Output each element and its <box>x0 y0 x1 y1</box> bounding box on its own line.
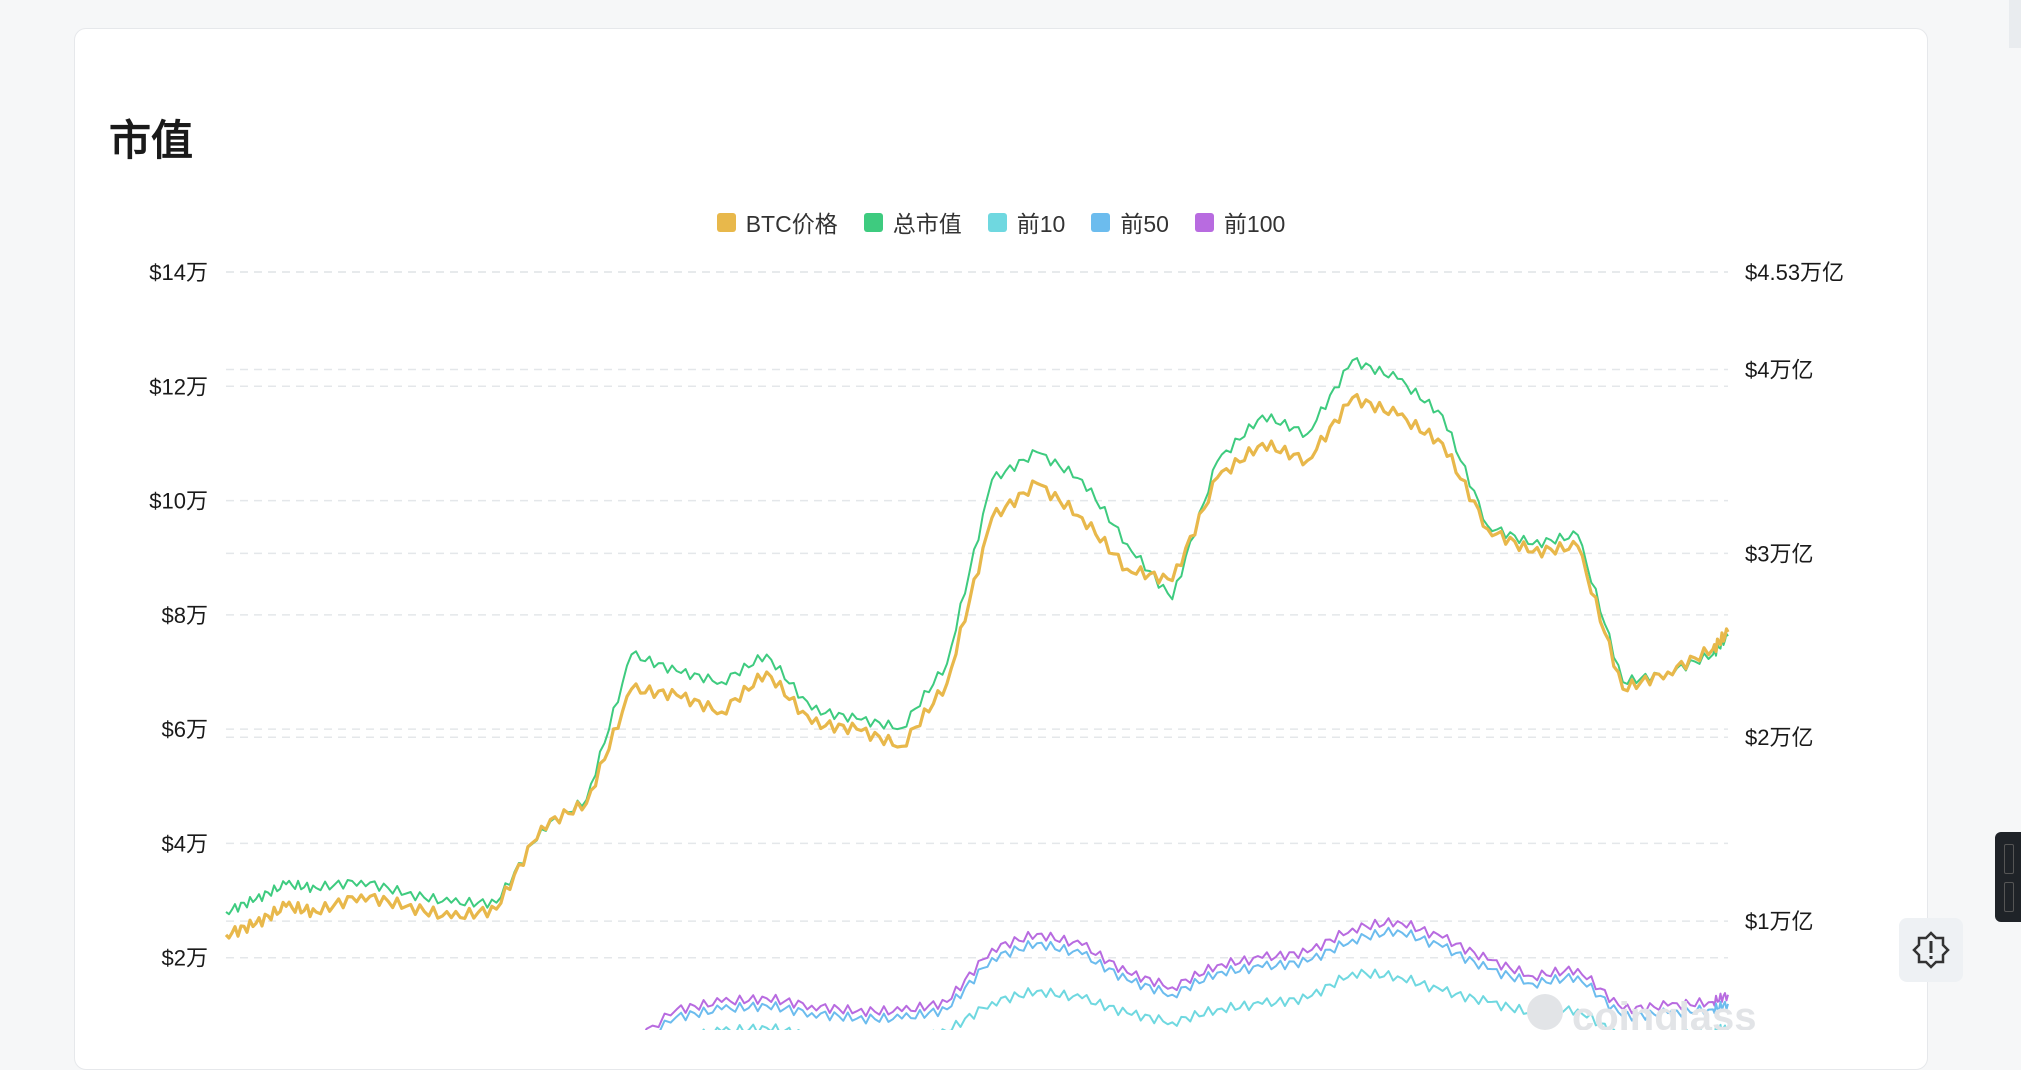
feedback-button[interactable] <box>1899 918 1963 982</box>
page-scrollbar[interactable] <box>2009 0 2021 48</box>
legend-label: 总市值 <box>892 211 962 237</box>
market-cap-chart: $2万 $4万 $6万 $8万 $10万 $12万 $14万 $1万亿 $2万亿 $3万亿 $4万… <box>149 260 1844 1031</box>
left-tick-label: $12万 <box>149 374 208 399</box>
legend-swatch <box>1194 212 1214 232</box>
alert-gear-icon <box>1912 931 1950 969</box>
card-title: 市值 <box>109 117 194 164</box>
legend-label: 前50 <box>1120 211 1169 237</box>
legend-item[interactable]: 总市值 <box>863 205 962 239</box>
left-axis: $2万 $4万 $6万 $8万 $10万 $12万 $14万 <box>149 260 208 971</box>
right-axis: $1万亿 $2万亿 $3万亿 $4万亿 $4.53万亿 <box>1745 260 1844 934</box>
legend-label: 前100 <box>1223 211 1286 237</box>
legend-label: 前10 <box>1016 211 1066 237</box>
grid-lines <box>226 271 1728 959</box>
left-tick-label: $14万 <box>149 260 208 285</box>
side-panel-handle[interactable] <box>1995 832 2021 922</box>
legend-label: BTC价格 <box>745 211 838 237</box>
legend-item[interactable]: 前100 <box>1194 205 1286 239</box>
series-line-4[interactable] <box>617 917 1729 1030</box>
legend-item[interactable]: 前50 <box>1091 205 1169 239</box>
right-tick-label: $4.53万亿 <box>1745 260 1844 285</box>
right-tick-label: $1万亿 <box>1745 909 1813 934</box>
legend-item[interactable]: BTC价格 <box>716 205 838 239</box>
right-tick-label: $2万亿 <box>1745 725 1813 750</box>
series-lines <box>224 357 1730 1031</box>
series-line-1[interactable] <box>225 357 1729 916</box>
series-line-3[interactable] <box>617 926 1729 1030</box>
watermark-icon <box>1527 994 1563 1030</box>
left-tick-label: $6万 <box>162 717 208 742</box>
right-tick-label: $4万亿 <box>1745 357 1813 382</box>
left-tick-label: $4万 <box>162 831 208 856</box>
left-tick-label: $10万 <box>149 489 208 514</box>
legend-swatch <box>1091 212 1111 232</box>
left-tick-label: $2万 <box>162 946 208 971</box>
legend-item[interactable]: 前10 <box>987 205 1066 239</box>
watermark-text: coinglass <box>1572 995 1757 1030</box>
right-tick-label: $3万亿 <box>1745 541 1813 566</box>
legend-swatch <box>987 212 1007 232</box>
series-line-0[interactable] <box>224 393 1730 940</box>
watermark: coinglass <box>1527 994 1757 1030</box>
legend-swatch <box>863 212 883 232</box>
series-line-2[interactable] <box>617 968 1729 1031</box>
left-tick-label: $8万 <box>162 603 208 628</box>
legend-swatch <box>716 212 736 232</box>
chart-legend: BTC价格 总市值 前10 前50 前100 <box>75 205 1927 239</box>
